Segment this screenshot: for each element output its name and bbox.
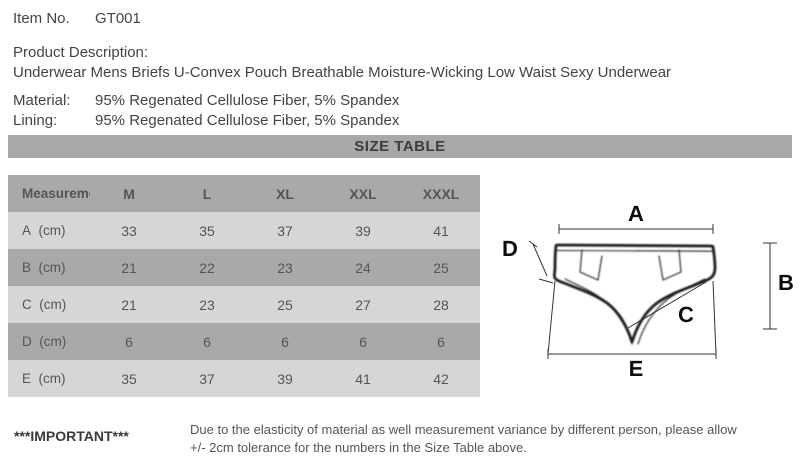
svg-text:A: A	[628, 201, 644, 226]
svg-text:C: C	[678, 302, 694, 327]
svg-text:E: E	[629, 356, 644, 381]
svg-text:D: D	[502, 236, 518, 261]
svg-text:B: B	[778, 270, 794, 295]
